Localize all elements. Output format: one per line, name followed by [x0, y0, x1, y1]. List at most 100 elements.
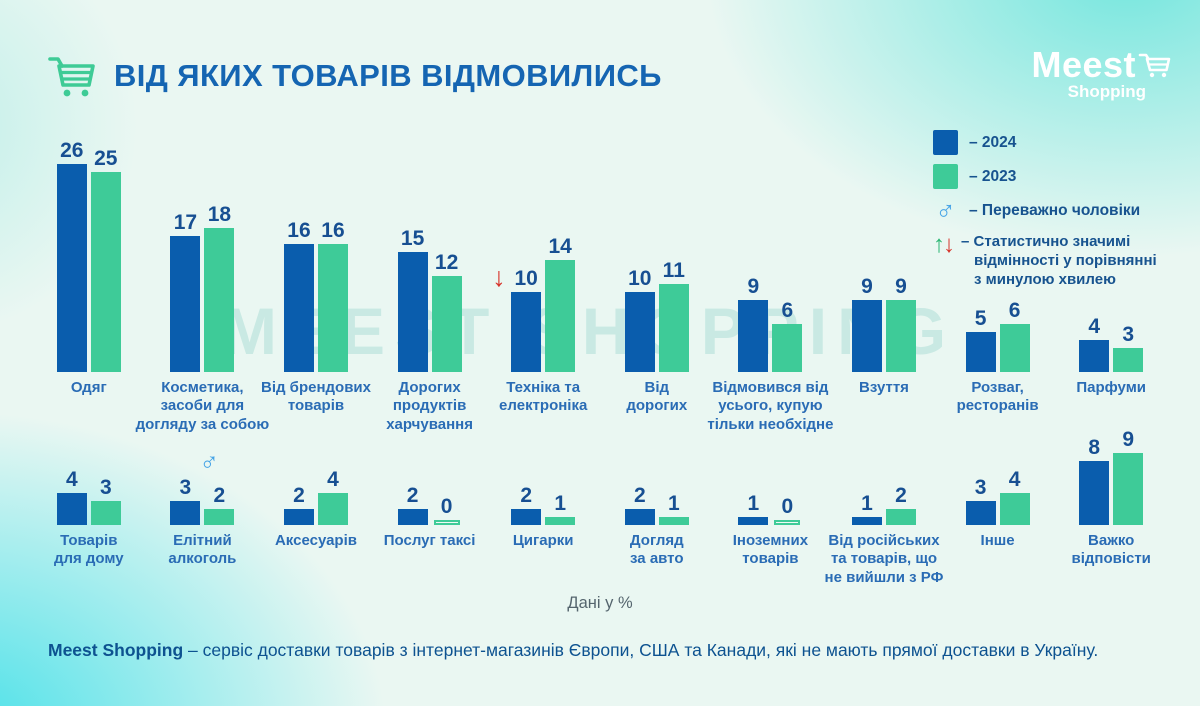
footer-text: Meest Shopping – сервіс доставки товарів… — [48, 640, 1168, 661]
bar-2024 — [511, 509, 542, 525]
page-title: ВІД ЯКИХ ТОВАРІВ ВІДМОВИЛИСЬ — [114, 58, 662, 93]
value-label: 2 — [633, 484, 646, 507]
value-label: 4 — [65, 468, 78, 491]
bar-column-2023: 3 — [1113, 323, 1144, 372]
bar-2024 — [738, 300, 769, 372]
bar-group: 4 3 Товарів для дому — [32, 415, 146, 567]
value-label: 15 — [400, 227, 425, 250]
legend-label-2023: – 2023 — [969, 168, 1017, 185]
bar-2023 — [90, 501, 121, 525]
bar-column-2024: 8 — [1079, 436, 1110, 525]
bar-2023 — [885, 509, 916, 525]
legend-label-2024: – 2024 — [969, 134, 1017, 151]
value-label: 10 — [628, 267, 652, 290]
bar-group: 16 16 Від брендових товарів — [259, 122, 373, 414]
value-label: 1 — [554, 492, 567, 515]
bar-2024 — [1079, 340, 1110, 372]
bar-column-2024: 16 — [283, 219, 314, 372]
bar-2024 — [851, 517, 882, 525]
value-label: 4 — [327, 468, 339, 491]
value-label: 6 — [1008, 299, 1021, 322]
legend-swatch-2023 — [933, 164, 958, 189]
bar-2023 — [90, 172, 121, 372]
bar-2024 — [56, 164, 87, 372]
category-label: Одяг — [70, 379, 107, 396]
significant-decrease-icon: ↓ — [492, 262, 506, 292]
chart-row-bottom: 4 3 Товарів для дому 3 2 ♂ Елітний алкоголь 2 4 А… — [32, 415, 1168, 586]
value-label: 0 — [781, 495, 794, 518]
logo-wordmark: Meest — [1031, 44, 1136, 85]
category-label: Взуття — [859, 379, 909, 396]
bar-group: 1 2 Від російських та товарів, що не вийшл… — [825, 415, 944, 586]
category-label: Від брендових товарів — [260, 379, 371, 415]
category-label: Парфуми — [1076, 379, 1147, 396]
bar-column-2024: 10 — [624, 267, 655, 372]
category-label: Товарів для дому — [53, 532, 124, 568]
bar-column-2024: 1 — [738, 492, 769, 525]
bar-2023 — [317, 493, 348, 525]
footer-brand: Meest Shopping — [48, 640, 184, 660]
bar-column-2023: 11 — [658, 259, 689, 372]
bar-column-2024: 3 — [170, 476, 201, 525]
bar-column-2023: 0 — [432, 495, 462, 525]
category-label: Від дорогих — [626, 379, 688, 415]
bar-column-2023: 16 — [317, 219, 348, 372]
chart-row-top: 26 25 Одяг 17 18 Косметика, засоби для догляд… — [32, 122, 1168, 433]
category-label: Цигарки — [512, 532, 574, 549]
bar-column-2024: 4 — [1079, 315, 1110, 372]
legend-item-male: ♂ – Переважно чоловіки — [933, 197, 1157, 224]
bar-2023 — [204, 509, 235, 525]
bar-group: 4 3 Парфуми — [1054, 122, 1168, 396]
bar-pair: 26 25 — [56, 139, 121, 372]
value-label: 9 — [747, 275, 760, 298]
value-label: 2 — [406, 484, 419, 507]
value-label: 1 — [747, 492, 760, 515]
bar-2023 — [999, 493, 1030, 525]
value-label: 2 — [213, 484, 226, 507]
bar-column-2024: 2 — [397, 484, 428, 525]
bar-column-2023: 0 — [772, 495, 802, 525]
bar-2023 — [431, 276, 462, 372]
category-label: Важко відповісти — [1071, 532, 1151, 568]
legend-swatch-2024 — [933, 130, 958, 155]
bar-group: 3 4 Інше — [941, 415, 1055, 549]
legend-label-male: – Переважно чоловіки — [969, 202, 1141, 219]
bar-2024 — [1079, 461, 1110, 525]
legend-item-2024: – 2024 — [933, 130, 1157, 155]
bar-2024 — [965, 332, 996, 372]
bar-2023 — [1113, 348, 1144, 372]
bar-2024 — [283, 244, 314, 372]
logo-sub-wordmark: Shopping — [1067, 82, 1146, 101]
header: ВІД ЯКИХ ТОВАРІВ ВІДМОВИЛИСЬ — [46, 52, 662, 100]
value-label: 9 — [861, 275, 873, 298]
bar-group: 10 11 Від дорогих — [600, 122, 714, 414]
bar-2023 — [658, 284, 689, 372]
bar-2024 — [624, 292, 655, 372]
bar-group: 2 4 Аксесуарів — [259, 415, 373, 549]
bar-column-2024: 4 — [56, 468, 87, 525]
bar-group: 3 2 ♂ Елітний алкоголь — [146, 415, 260, 567]
bar-column-2024: 5 — [965, 307, 996, 372]
bar-group: 9 9 Взуття — [827, 122, 941, 396]
bar-group: 2 1 Догляд за авто — [600, 415, 714, 567]
bar-group: 2 0 Послуг таксі — [373, 415, 487, 549]
bar-group: 17 18 Косметика, засоби для догляду за соб… — [136, 122, 270, 433]
value-label: 10 — [514, 267, 538, 290]
bar-group: 8 9 Важко відповісти — [1054, 415, 1168, 567]
bar-group: 10 ↓ 14 Техніка та електроніка — [486, 122, 600, 414]
legend-item-2023: – 2023 — [933, 164, 1157, 189]
bar-column-2024: 9 — [851, 275, 882, 372]
bar-2023 — [885, 300, 916, 372]
bar-2023 — [545, 260, 576, 372]
value-label: 17 — [173, 211, 198, 234]
